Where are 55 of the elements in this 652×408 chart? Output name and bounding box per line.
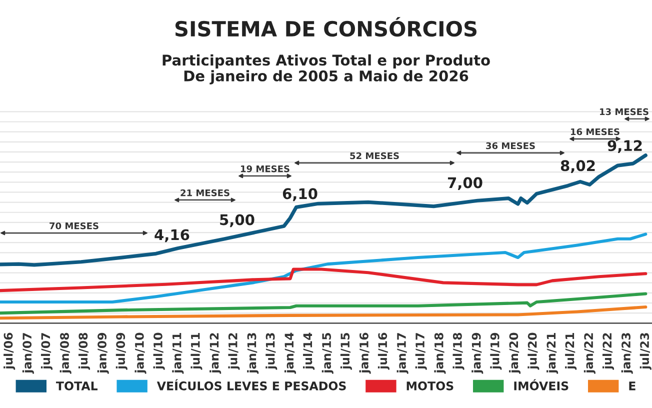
x-tick-label: jul/18: [452, 332, 464, 370]
legend-label: TOTAL: [56, 381, 98, 390]
x-tick-label: jan/19: [472, 332, 484, 374]
legend-label: VEÍCULOS LEVES E PESADOS: [156, 379, 346, 390]
x-tick-label: jul/22: [602, 333, 614, 370]
x-tick-label: jan/10: [134, 332, 146, 374]
legend-label: MOTOS: [406, 381, 454, 390]
x-tick-label: jul/10: [153, 332, 165, 370]
annotation: 4,16: [154, 229, 190, 242]
x-tick-label: jul/07: [40, 333, 52, 370]
x-tick-label: jan/11: [172, 332, 184, 374]
text: 16 MESES: [571, 128, 620, 136]
annotation: 19 MESES: [241, 165, 290, 172]
x-tick-label: jan/21: [546, 332, 558, 374]
text: 9,12: [608, 140, 642, 154]
x-tick-label: jan/22: [584, 333, 596, 374]
x-tick-label: jul/11: [190, 332, 202, 370]
x-tick-label: jul/08: [78, 332, 90, 370]
x-tick-label: jul/12: [228, 333, 240, 370]
legend-label: IMÓVEIS: [514, 379, 568, 390]
x-tick-label: jan/14: [284, 332, 296, 374]
x-tick-label: jul/15: [340, 332, 352, 370]
x-tick-label: jul/14: [303, 332, 315, 370]
x-tick-label: jul/21: [565, 332, 577, 370]
x-tick-label: jul/20: [528, 332, 540, 370]
annotation: 70 MESES: [50, 222, 98, 230]
annotation: 21 MESES: [180, 189, 230, 196]
x-tick-label: jan/16: [359, 332, 371, 374]
chart-title: SISTEMA DE CONSÓRCIOS: [175, 17, 476, 37]
x-tick-label: jan/09: [97, 332, 109, 374]
x-tick-label: jan/08: [60, 332, 72, 374]
annotation: 5,00: [220, 214, 254, 228]
annotation: 8,02: [560, 160, 595, 174]
x-tick-label: jan/17: [396, 333, 408, 374]
x-tick-label: jan/23: [621, 333, 633, 374]
text: 36 MESES: [486, 142, 535, 150]
x-tick-label: jul/09: [116, 332, 128, 370]
legend-label: E: [629, 382, 636, 390]
x-tick-label: jan/18: [434, 332, 446, 374]
x-tick-label: jan/15: [322, 332, 334, 374]
chart-subtitle: Participantes Ativos Total e por Produto De janeiro de 2005 a Maio de 2026: [162, 54, 490, 84]
annotation: 7,00: [448, 177, 482, 190]
x-tick-label: jul/13: [266, 333, 278, 370]
annotation: 52 MESES: [350, 152, 399, 160]
x-tick-label: jul/23: [640, 333, 652, 370]
x-tick-label: jan/20: [509, 332, 521, 374]
annotation: 6,10: [282, 188, 318, 202]
x-tick-label: jan/07: [22, 333, 34, 374]
x-tick-label: jul/06: [4, 332, 16, 370]
x-tick-label: jul/16: [378, 332, 390, 370]
x-tick-label: jan/13: [247, 333, 259, 374]
x-tick-label: jul/17: [415, 333, 427, 370]
x-tick-label: jan/12: [210, 333, 222, 374]
x-tick-label: jul/19: [490, 332, 502, 370]
text: 13 MESES: [600, 108, 648, 116]
